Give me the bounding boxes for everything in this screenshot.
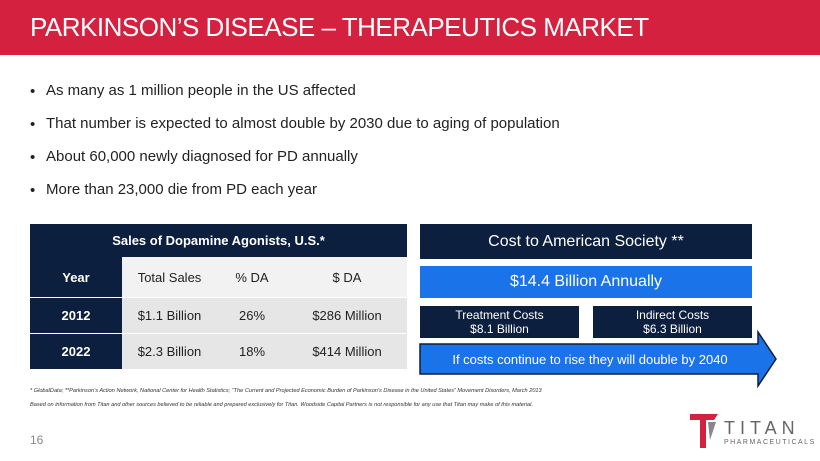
table-cell: $2.3 Billion xyxy=(122,334,217,370)
cost-title: Cost to American Society ** xyxy=(420,224,752,259)
column-header: % DA xyxy=(217,257,287,298)
cost-label: Treatment Costs xyxy=(455,307,544,322)
table-cell: $414 Million xyxy=(287,334,407,370)
page-number: 16 xyxy=(30,433,44,447)
bullet-marker: • xyxy=(30,83,36,100)
column-header: $ DA xyxy=(287,257,407,298)
bullet: As many as 1 million people in the US af… xyxy=(46,82,356,99)
logo-tagline: PHARMACEUTICALS xyxy=(724,439,816,446)
cost-total: $14.4 Billion Annually xyxy=(420,266,752,298)
table-cell: $1.1 Billion xyxy=(122,298,217,334)
table-cell: 2012 xyxy=(30,298,122,334)
projection-text: If costs continue to rise they will doub… xyxy=(452,351,728,367)
footnote: * GlobalData; **Parkinson’s Action Netwo… xyxy=(30,388,542,394)
bullet-marker: • xyxy=(30,182,36,199)
cost-value: $8.1 Billion xyxy=(470,321,529,336)
cost-breakdown-box xyxy=(593,306,752,338)
table-title: Sales of Dopamine Agonists, U.S.* xyxy=(30,224,407,257)
bullet-marker: • xyxy=(30,149,36,166)
column-header: Year xyxy=(30,257,122,298)
slide-title: PARKINSON’S DISEASE – THERAPEUTICS MARKE… xyxy=(30,12,649,42)
header-bar xyxy=(0,0,820,55)
cost-label: Indirect Costs xyxy=(635,307,710,322)
footnote: Based on information from Titan and othe… xyxy=(30,402,533,408)
bullet: About 60,000 newly diagnosed for PD annu… xyxy=(46,148,358,165)
cost-value: $6.3 Billion xyxy=(643,321,702,336)
cost-breakdown-box xyxy=(420,306,579,338)
table-cell: 26% xyxy=(217,298,287,334)
bullet: More than 23,000 die from PD each year xyxy=(46,181,317,198)
bullet-marker: • xyxy=(30,116,36,133)
logo-icon xyxy=(690,414,718,448)
bullet: That number is expected to almost double… xyxy=(46,115,560,132)
table-cell: 2022 xyxy=(30,334,122,370)
logo-name: TITAN xyxy=(724,418,800,438)
column-header: Total Sales xyxy=(122,257,217,298)
table-cell: 18% xyxy=(217,334,287,370)
projection-arrow xyxy=(419,330,777,388)
table-cell: $286 Million xyxy=(287,298,407,334)
